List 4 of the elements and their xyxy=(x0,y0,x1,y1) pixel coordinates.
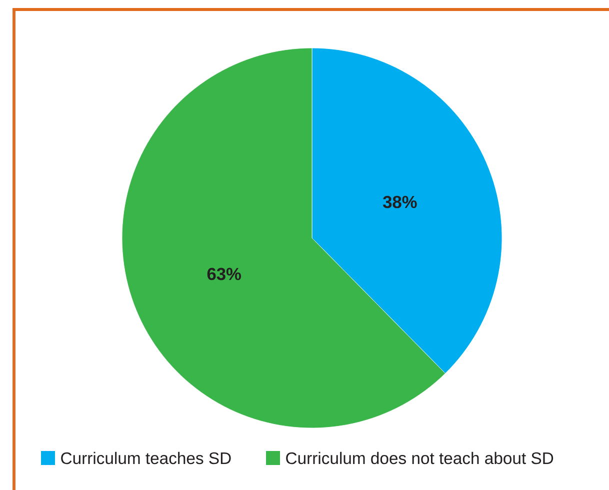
data-label: 63% xyxy=(207,268,241,280)
legend-label: Curriculum teaches SD xyxy=(61,452,231,464)
data-label: 38% xyxy=(382,196,417,208)
legend-label: Curriculum does not teach about SD xyxy=(286,452,554,464)
